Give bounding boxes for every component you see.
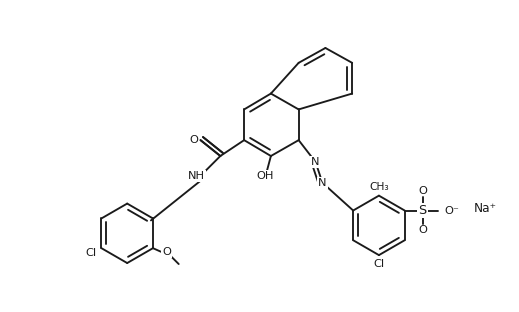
Text: O: O (418, 225, 427, 235)
Text: O: O (162, 247, 171, 257)
Text: N: N (318, 178, 326, 188)
Text: CH₃: CH₃ (369, 182, 389, 192)
Text: OH: OH (256, 171, 274, 181)
Text: N: N (311, 157, 320, 167)
Text: Cl: Cl (85, 248, 96, 258)
Text: O⁻: O⁻ (444, 206, 459, 216)
Text: O: O (418, 186, 427, 196)
Text: Na⁺: Na⁺ (474, 202, 497, 215)
Text: O: O (189, 135, 198, 145)
Text: NH: NH (188, 171, 205, 181)
Text: S: S (418, 204, 427, 217)
Text: Cl: Cl (373, 259, 385, 269)
